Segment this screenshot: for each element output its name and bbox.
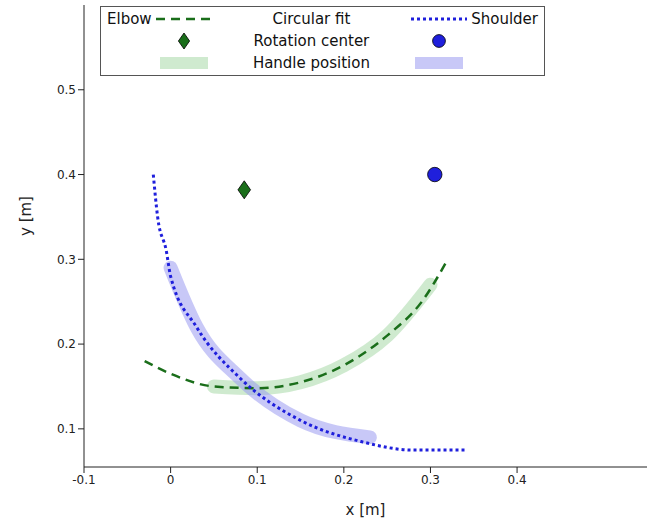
svg-text:0: 0 bbox=[167, 473, 175, 487]
html-text:Shoulder: Shoulder bbox=[471, 10, 538, 28]
svg-text:0.2: 0.2 bbox=[57, 337, 76, 351]
html-text:Handle position: Handle position bbox=[252, 54, 370, 72]
svg-text:0.4: 0.4 bbox=[508, 473, 527, 487]
svg-text:x [m]: x [m] bbox=[346, 501, 386, 519]
svg-text:0.1: 0.1 bbox=[248, 473, 267, 487]
svg-text:0.5: 0.5 bbox=[57, 83, 76, 97]
svg-text:0.1: 0.1 bbox=[57, 422, 76, 436]
html-text:Circular fit: Circular fit bbox=[272, 10, 351, 28]
svg-text:-0.1: -0.1 bbox=[72, 473, 95, 487]
svg-text:y [m]: y [m] bbox=[17, 196, 35, 236]
svg-text:0.4: 0.4 bbox=[57, 168, 76, 182]
svg-text:0.3: 0.3 bbox=[57, 253, 76, 267]
svg-text:0.3: 0.3 bbox=[421, 473, 440, 487]
html-text:Rotation center: Rotation center bbox=[253, 32, 370, 50]
html-text:Elbow: Elbow bbox=[107, 10, 152, 28]
svg-text:0.2: 0.2 bbox=[334, 473, 353, 487]
